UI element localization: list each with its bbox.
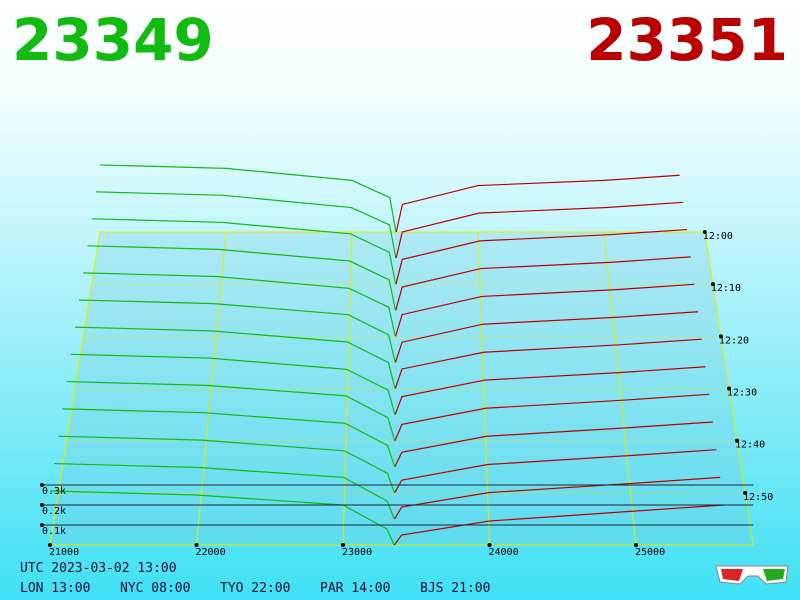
- plot: 21000 22000 23000 24000 25000 12:00 12:10 12:20…: [40, 164, 773, 558]
- time-tick-label: 12:40: [735, 440, 765, 451]
- clock: NYC 08:00: [120, 581, 190, 596]
- clock: PAR 14:00: [320, 581, 390, 596]
- bid-depth-line: [99, 164, 397, 233]
- time-tick: [702, 230, 707, 234]
- bid-depth-line: [87, 245, 397, 311]
- bid-depth-line: [54, 462, 395, 520]
- bid-price: 23349: [12, 6, 214, 74]
- depth-tick-label: 0.2k: [42, 506, 66, 517]
- bid-depth-line: [95, 191, 397, 259]
- price-grid-line: [342, 231, 353, 546]
- price-grid-line: [49, 231, 101, 546]
- price-tick-label: 21000: [49, 547, 79, 558]
- ask-price: 23351: [586, 6, 788, 74]
- clock: TYO 22:00: [220, 581, 290, 596]
- ask-depth-line: [394, 449, 717, 494]
- time-tick: [718, 334, 723, 339]
- bid-depth-line: [74, 326, 396, 389]
- price-tick: [48, 543, 52, 547]
- bid-depth-line: [58, 435, 396, 494]
- time-tick: [710, 282, 715, 287]
- time-tick-label: 12:50: [743, 492, 773, 503]
- depth-tick-label: 0.1k: [42, 526, 66, 537]
- red-lens: [721, 569, 743, 581]
- price-tick-label: 25000: [635, 547, 665, 558]
- price-tick: [634, 543, 638, 547]
- ask-depth-line: [395, 201, 684, 259]
- price-tick: [341, 543, 345, 547]
- clocks: LON 13:00 NYC 08:00 TYO 22:00 PAR 14:00 BJS …: [20, 581, 490, 596]
- ask-depth-line: [395, 228, 688, 285]
- ask-depth-line: [393, 504, 724, 546]
- green-lens: [763, 569, 785, 581]
- price-tick-label: 22000: [196, 547, 226, 558]
- ask-depth-line: [394, 393, 710, 441]
- bid-depth-line: [62, 408, 396, 467]
- price-tick-label: 23000: [342, 547, 372, 558]
- depth-tick: [40, 523, 44, 527]
- price-grid-line: [196, 231, 227, 546]
- depth-tick-label: 0.3k: [42, 486, 66, 497]
- 3d-glasses-button[interactable]: [715, 565, 789, 585]
- clock: BJS 21:00: [420, 581, 490, 596]
- clock: LON 13:00: [20, 581, 90, 596]
- ask-depth-line: [395, 174, 680, 233]
- ask-depth-line: [394, 311, 699, 363]
- bid-depth-line: [79, 299, 396, 363]
- time-tick: [727, 386, 731, 391]
- ask-depth-line: [394, 366, 706, 415]
- time-tick: [735, 438, 740, 443]
- time-tick-label: 12:10: [711, 283, 741, 294]
- depth-tick: [40, 503, 44, 507]
- depth-tick: [40, 483, 44, 487]
- price-grid-line: [603, 231, 637, 546]
- utc-time: UTC 2023-03-02 13:00: [20, 561, 177, 576]
- time-tick: [743, 490, 748, 495]
- time-tick-label: 12:20: [719, 335, 749, 346]
- bid-depth-line: [70, 353, 396, 415]
- time-tick-label: 12:00: [703, 231, 733, 242]
- bid-depth-line: [66, 380, 396, 441]
- time-tick-label: 12:30: [727, 388, 757, 399]
- ask-depth-line: [395, 283, 695, 337]
- ask-depth-line: [395, 256, 691, 311]
- ask-depth-line: [394, 338, 702, 389]
- price-tick-label: 24000: [489, 547, 519, 558]
- ask-depth-line: [394, 476, 721, 520]
- bid-depth-line: [91, 218, 397, 285]
- ask-depth-line: [394, 421, 713, 468]
- price-tick: [487, 543, 492, 547]
- bid-depth-line: [83, 272, 396, 337]
- price-tick: [194, 543, 199, 547]
